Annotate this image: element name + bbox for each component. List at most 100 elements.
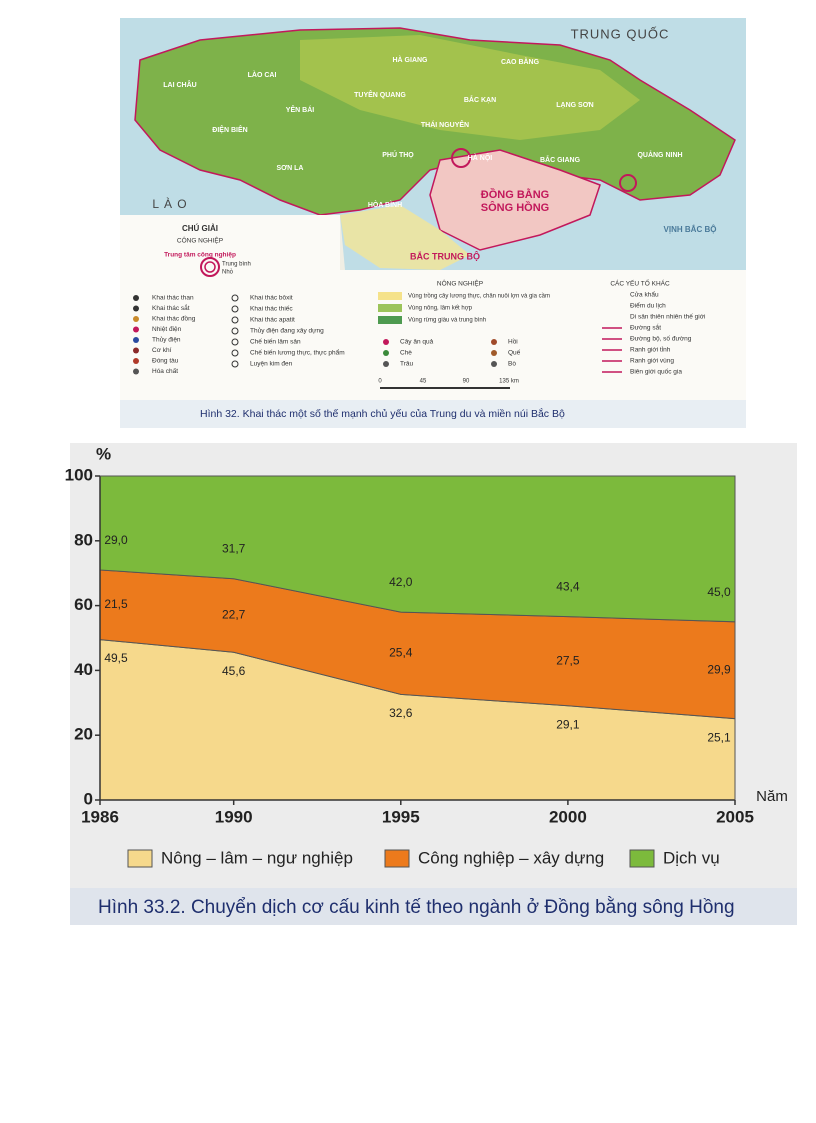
place-label: HÒA BÌNH: [368, 200, 402, 209]
legend-item: Cửa khẩu: [630, 291, 659, 299]
y-axis-label: %: [96, 444, 111, 463]
data-label: 43,4: [556, 580, 580, 594]
legend-size-label: Nhỏ: [222, 269, 234, 276]
legend-item: Nhiệt điện: [152, 326, 182, 333]
legend-center-medium: [200, 257, 220, 277]
legend-item: Ranh giới tỉnh: [630, 346, 671, 354]
legend-item: Cây ăn quả: [400, 339, 434, 346]
legend-item: Vùng nông, lâm kết hợp: [408, 306, 473, 312]
legend-item: Trâu: [400, 361, 414, 368]
legend-label: Nông – lâm – ngư nghiệp: [161, 848, 353, 867]
map-delta: [429, 149, 601, 251]
legend-item: Di sản thiên nhiên thế giới: [630, 312, 705, 321]
place-label: HÀ NỘI: [468, 153, 493, 162]
data-label: 31,7: [222, 542, 246, 556]
place-label: SƠN LA: [277, 165, 304, 172]
chart: % Năm Hình 33.2. Chuyển dịch cơ cấu kinh…: [65, 444, 788, 918]
place-label: THÁI NGUYÊN: [421, 120, 469, 129]
map-figure: TRUNG QUỐC L À O LAI CHÂU LÀO CAI HÀ GIANG CA…: [120, 18, 746, 428]
caption-panel: [70, 888, 797, 925]
legend-icon: [383, 361, 389, 367]
legend-icon: [491, 339, 497, 345]
y-tick-label: 20: [74, 725, 93, 744]
map-caption-box: [120, 400, 746, 428]
place-label: YÊN BÁI: [286, 105, 314, 114]
y-tick-label: 0: [84, 789, 93, 808]
legend-icon: [133, 347, 139, 354]
legend-section-title: CÔNG NGHIỆP: [177, 236, 223, 245]
data-label: 42,0: [389, 575, 413, 589]
place-label: LÀO CAI: [248, 70, 277, 79]
legend-icon: [491, 350, 497, 356]
legend-section-title: CÁC YẾU TỐ KHÁC: [610, 278, 670, 288]
data-label: 29,1: [556, 717, 580, 731]
scale-label: 90: [463, 379, 470, 385]
y-tick-label: 40: [74, 660, 93, 679]
country-label: TRUNG QUỐC: [571, 26, 670, 41]
data-label: 25,4: [389, 645, 413, 659]
legend-item: Hóa chất: [152, 366, 178, 375]
legend-icon: [383, 350, 389, 356]
x-tick-label: 1995: [382, 807, 420, 826]
legend-item: Cơ khí: [152, 347, 172, 354]
legend-swatch: [378, 316, 402, 324]
legend-item: Điểm du lịch: [630, 302, 666, 310]
data-label: 21,5: [104, 597, 128, 611]
legend-icon: [133, 295, 139, 301]
legend-item: Hồi: [508, 337, 518, 346]
legend-item: Ranh giới vùng: [630, 358, 674, 365]
legend-icon: [133, 326, 139, 333]
legend-item: Đường sắt: [630, 323, 661, 332]
legend-swatch: [378, 304, 402, 312]
map-hanoi-symbol: [451, 148, 471, 168]
legend-item: Thủy điện: [152, 336, 181, 344]
data-label: 32,6: [389, 706, 413, 720]
legend-icon: [231, 305, 239, 313]
legend-item: Đường bộ, số đường: [630, 334, 692, 343]
data-label: 45,6: [222, 664, 246, 678]
place-label: PHÚ THỌ: [382, 150, 414, 159]
country-label: L À O: [152, 196, 187, 211]
x-tick-label: 1986: [81, 807, 119, 826]
legend-item: Chè: [400, 350, 412, 357]
legend-icon: [231, 338, 239, 346]
legend-item: Vùng rừng giàu và trung bình: [408, 318, 486, 324]
data-label: 45,0: [707, 585, 731, 599]
legend-label: Công nghiệp – xây dựng: [418, 848, 604, 867]
place-label: BẮC KẠN: [464, 95, 496, 104]
legend-icon: [133, 337, 139, 343]
place-label: BẮC GIANG: [540, 155, 581, 164]
data-label: 22,7: [222, 608, 246, 622]
data-label: 29,9: [707, 662, 731, 676]
legend-icon: [133, 316, 139, 322]
legend-item: Khai thác apatit: [250, 317, 295, 324]
chart-caption: Hình 33.2. Chuyển dịch cơ cấu kinh tế th…: [98, 896, 735, 918]
legend-swatch: [127, 849, 153, 868]
place-label: ĐIỆN BIÊN: [212, 125, 247, 134]
scale-label: 45: [420, 379, 427, 385]
legend-item: Khai thác bôxit: [250, 295, 293, 302]
x-axis-label: Năm: [756, 788, 788, 805]
legend-center-title: Trung tâm công nghiệp: [164, 252, 236, 259]
data-label: 49,5: [104, 651, 128, 665]
y-tick-label: 60: [74, 595, 93, 614]
x-tick-label: 2005: [716, 807, 754, 826]
region-label: VỊNH BẮC BỘ: [664, 225, 717, 234]
legend-icon: [231, 327, 239, 335]
legend-item: Chế biến lương thực, thực phẩm: [250, 348, 345, 357]
legend-icon: [231, 360, 239, 368]
y-tick-label: 100: [65, 465, 93, 484]
legend-title: CHÚ GIẢI: [182, 224, 218, 233]
place-label: QUẢNG NINH: [637, 150, 682, 159]
y-tick-label: 80: [74, 530, 93, 549]
place-label: CAO BẰNG: [501, 57, 540, 66]
legend-size-label: Trung bình: [222, 262, 251, 268]
region-label: ĐỒNG BẰNG: [481, 188, 549, 201]
place-label: HÀ GIANG: [393, 55, 429, 64]
legend-icon: [231, 294, 239, 302]
place-label: LAI CHÂU: [163, 80, 196, 89]
data-label: 27,5: [556, 653, 580, 667]
map-legend-head: [120, 215, 340, 275]
